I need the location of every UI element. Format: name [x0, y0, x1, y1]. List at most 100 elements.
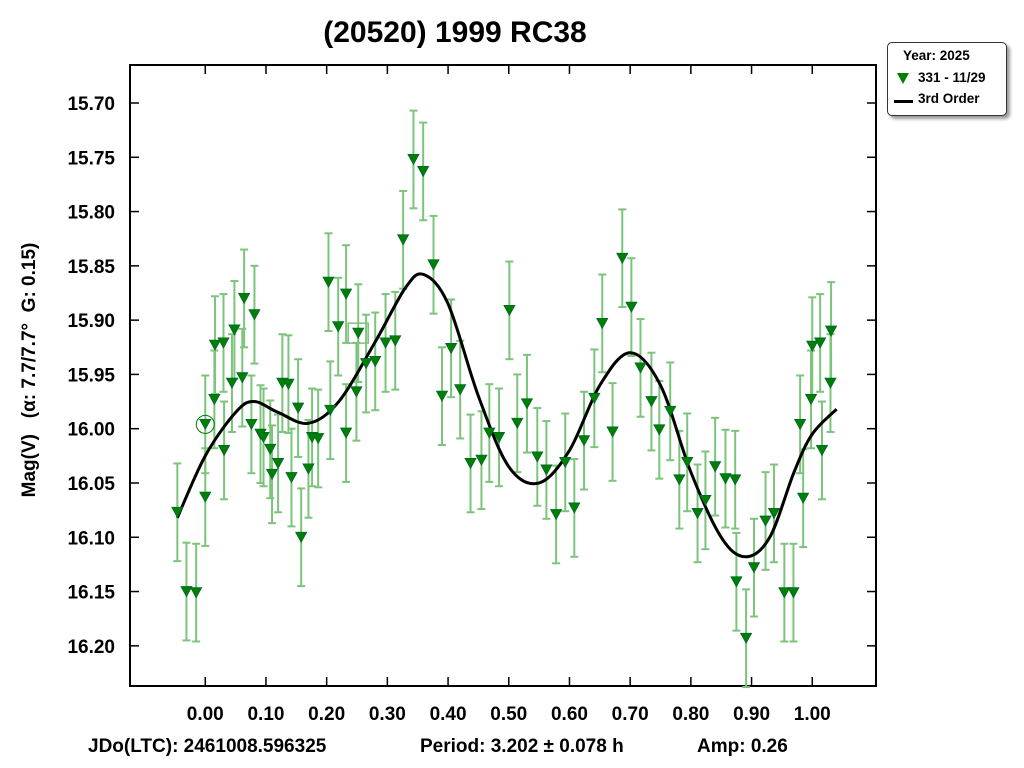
data-point — [815, 445, 829, 457]
data-point — [804, 393, 818, 406]
data-point — [673, 474, 686, 486]
data-point — [708, 461, 722, 473]
data-point — [225, 377, 239, 389]
data-point — [265, 468, 279, 481]
data-point — [787, 587, 800, 599]
data-point — [444, 342, 458, 355]
y-tick-label: 16.00 — [67, 420, 115, 441]
legend-entry-data: 331 - 11/29 — [918, 70, 986, 85]
data-point — [350, 386, 363, 398]
data-point — [625, 301, 638, 313]
data-point — [407, 154, 420, 166]
data-point — [719, 473, 732, 485]
data-point — [189, 587, 203, 599]
y-tick-label: 16.20 — [67, 637, 115, 658]
x-tick-label: 0.10 — [247, 704, 284, 725]
data-point — [645, 396, 658, 408]
data-point — [199, 418, 212, 431]
data-point — [559, 456, 572, 469]
data-point — [228, 324, 241, 336]
data-point — [282, 378, 295, 391]
x-tick-label: 0.60 — [551, 704, 588, 725]
data-point — [664, 405, 677, 418]
legend: Year: 2025 331 - 11/29 3rd Order — [887, 42, 1007, 116]
data-point — [730, 576, 743, 588]
footer-amp: Amp: 0.26 — [697, 736, 788, 757]
data-point — [824, 325, 838, 337]
data-point — [245, 418, 258, 431]
data-point — [511, 417, 524, 430]
y-tick-label: 16.15 — [67, 583, 115, 604]
y-tick-label: 16.05 — [67, 474, 115, 495]
data-point — [369, 355, 382, 368]
data-point — [208, 339, 222, 351]
legend-title: Year: 2025 — [903, 48, 970, 63]
data-point — [616, 252, 629, 265]
data-point — [217, 337, 230, 349]
y-tick-label: 15.80 — [67, 203, 115, 224]
legend-triangle-icon — [897, 73, 909, 84]
data-point — [796, 492, 810, 505]
data-point — [806, 340, 819, 353]
data-point — [699, 494, 712, 507]
y-tick-label: 16.10 — [67, 528, 115, 549]
data-point — [427, 259, 440, 271]
data-point — [217, 445, 231, 457]
data-point — [271, 458, 285, 470]
data-point — [264, 443, 277, 456]
data-point — [729, 474, 742, 486]
data-point — [389, 335, 402, 347]
data-point — [606, 426, 619, 438]
data-point — [171, 506, 184, 519]
x-tick-label: 0.30 — [369, 704, 406, 725]
x-tick-label: 0.40 — [430, 704, 467, 725]
data-point — [681, 456, 694, 469]
y-tick-label: 15.95 — [67, 365, 115, 386]
x-tick-label: 0.70 — [612, 704, 649, 725]
footer-period: Period: 3.202 ± 0.078 h — [420, 736, 624, 757]
data-point — [596, 317, 609, 330]
fit-curve — [175, 272, 838, 559]
y-tick-label: 15.70 — [67, 94, 115, 115]
y-tick-label: 15.90 — [67, 311, 115, 332]
reference-circle — [195, 414, 215, 434]
data-point — [199, 491, 212, 503]
data-point — [302, 463, 315, 475]
data-point — [813, 337, 827, 349]
data-point — [291, 402, 305, 414]
data-point — [332, 321, 345, 333]
data-point — [577, 435, 591, 447]
data-point — [739, 632, 753, 645]
data-point — [339, 288, 353, 300]
x-tick-label: 0.20 — [308, 704, 345, 725]
data-point — [492, 431, 506, 444]
y-tick-label: 15.75 — [67, 148, 115, 169]
data-point — [322, 276, 335, 288]
data-point — [568, 502, 581, 514]
y-axis-label: Mag(V) (α: 7.7/7.7° G: 0.15) — [19, 243, 40, 498]
data-point — [454, 384, 467, 396]
data-point — [483, 427, 496, 439]
chart-title: (20520) 1999 RC38 — [323, 16, 587, 49]
data-point — [531, 451, 544, 463]
data-point — [435, 390, 449, 402]
x-tick-label: 0.80 — [672, 704, 709, 725]
data-point — [208, 393, 221, 406]
data-point — [634, 362, 647, 374]
data-point — [396, 234, 410, 246]
data-point — [257, 431, 270, 444]
data-point — [285, 472, 298, 484]
data-point — [248, 309, 261, 321]
x-tick-label: 0.00 — [187, 704, 224, 725]
plot-frame — [129, 64, 877, 687]
data-point — [759, 515, 772, 527]
footer-jd: JDo(LTC): 2461008.596325 — [88, 736, 327, 757]
data-point — [549, 509, 563, 521]
data-point — [540, 464, 553, 476]
data-point — [237, 293, 251, 305]
x-tick-label: 0.50 — [490, 704, 527, 725]
data-point — [352, 327, 365, 339]
data-point — [520, 398, 534, 410]
data-point — [767, 507, 781, 520]
data-point — [475, 454, 488, 467]
